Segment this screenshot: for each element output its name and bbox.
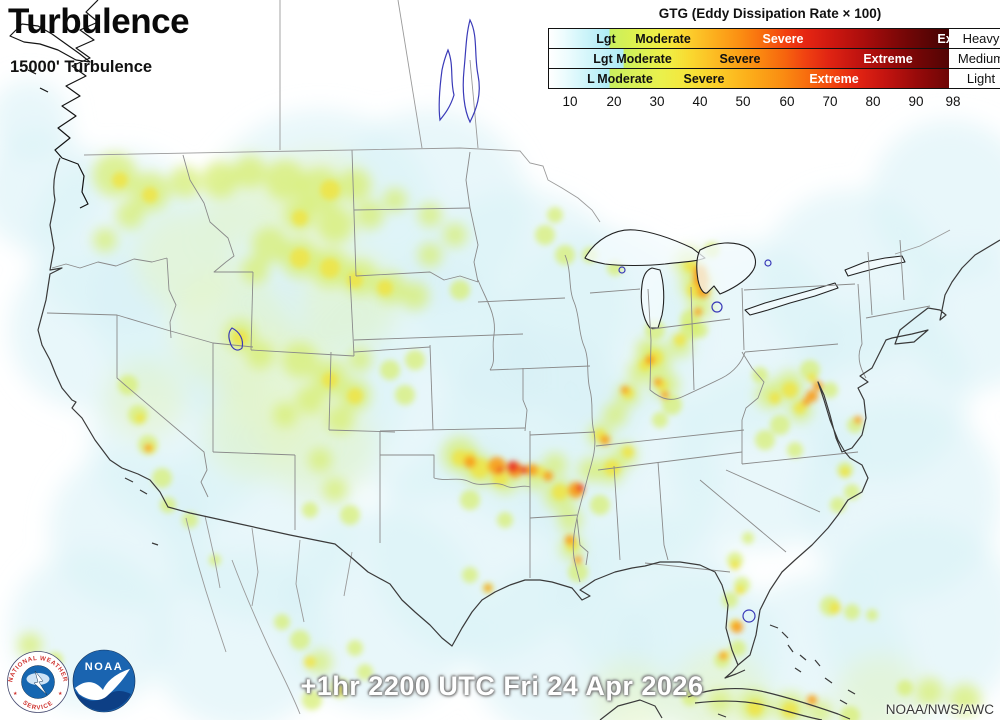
svg-text:★: ★ <box>13 691 18 697</box>
legend-label: Lgt <box>593 51 613 66</box>
legend-colorbar-box: Lgt Moderate Severe Ex Heavy Lgt Moderate Sev… <box>548 28 1000 89</box>
legend-label: Moderate <box>616 51 672 66</box>
legend-tick: 50 <box>735 94 751 109</box>
bc-coast <box>9 0 99 209</box>
legend-label: Extreme <box>809 71 859 86</box>
legend-label: Lgt <box>596 31 616 46</box>
legend-row-light: L Moderate Severe Extreme Light <box>549 69 1000 88</box>
agency-logos: NATIONAL WEATHER SERVICE ★ ★ NOAA <box>7 649 136 713</box>
legend-category-light: Light <box>949 69 1000 88</box>
legend-category-heavy: Heavy <box>949 29 1000 48</box>
svg-text:★: ★ <box>58 691 63 697</box>
legend-label: L <box>587 71 595 86</box>
lake-erie <box>744 282 839 316</box>
turbulence-heatmap <box>0 80 1000 720</box>
legend-tick: 90 <box>908 94 924 109</box>
lake-winnipeg <box>462 18 480 124</box>
lightning-icon <box>33 670 48 696</box>
legend-colorbar-heavy: Lgt Moderate Severe Ex <box>549 29 953 48</box>
svg-text:NOAA: NOAA <box>85 661 123 673</box>
lake-michigan <box>640 267 665 329</box>
legend-tick: 30 <box>649 94 665 109</box>
legend-tick: 10 <box>562 94 578 109</box>
page-title: Turbulence <box>8 2 190 41</box>
great-salt-lake <box>228 327 244 351</box>
lake-winnipegosis <box>438 48 455 122</box>
legend-colorbar-light: L Moderate Severe Extreme <box>549 69 949 88</box>
canada-mexico-borders <box>83 0 951 715</box>
legend-title: GTG (Eddy Dissipation Rate × 100) <box>658 6 882 21</box>
legend-colorbar-medium: Lgt Moderate Severe Extreme <box>549 49 949 68</box>
lake-ontario <box>844 255 906 277</box>
legend-label: Severe <box>683 71 725 86</box>
great-lakes <box>584 229 906 329</box>
legend-tick: 60 <box>779 94 795 109</box>
legend-tick: 70 <box>822 94 838 109</box>
lake-huron <box>696 242 757 295</box>
legend-label: Moderate <box>597 71 653 86</box>
vancouver-island <box>9 23 91 63</box>
legend: GTG (Eddy Dissipation Rate × 100) Lgt Mod… <box>548 2 1000 114</box>
page-subtitle: 15000' Turbulence <box>10 58 153 76</box>
legend-label: Ex <box>937 31 953 46</box>
legend-label: Moderate <box>635 31 691 46</box>
legend-label: Severe <box>762 31 804 46</box>
noaa-logo: NOAA <box>72 649 136 713</box>
coastline <box>37 157 1000 720</box>
legend-tick: 98 <box>945 94 961 109</box>
legend-label: Extreme <box>863 51 913 66</box>
legend-row-heavy: Lgt Moderate Severe Ex Heavy <box>549 29 1000 49</box>
attribution: NOAA/NWS/AWC <box>885 702 994 717</box>
lake-st-clair <box>711 301 723 313</box>
legend-tick: 40 <box>692 94 708 109</box>
blue-lakes <box>228 18 772 623</box>
legend-row-medium: Lgt Moderate Severe Extreme Medium <box>549 49 1000 69</box>
legend-tick: 20 <box>606 94 622 109</box>
legend-label: Severe <box>719 51 761 66</box>
seagull-icon <box>75 669 130 701</box>
lake-superior <box>584 229 706 267</box>
legend-category-medium: Medium <box>949 49 1000 68</box>
state-borders <box>46 149 931 583</box>
forecast-timestamp: +1hr 2200 UTC Fri 24 Apr 2026 <box>300 671 704 701</box>
lake-okeechobee <box>742 609 756 623</box>
legend-tick-labels: 10 20 30 40 50 60 70 80 90 98 <box>548 94 1000 110</box>
nws-logo: NATIONAL WEATHER SERVICE ★ ★ <box>7 651 69 713</box>
legend-tick: 80 <box>865 94 881 109</box>
